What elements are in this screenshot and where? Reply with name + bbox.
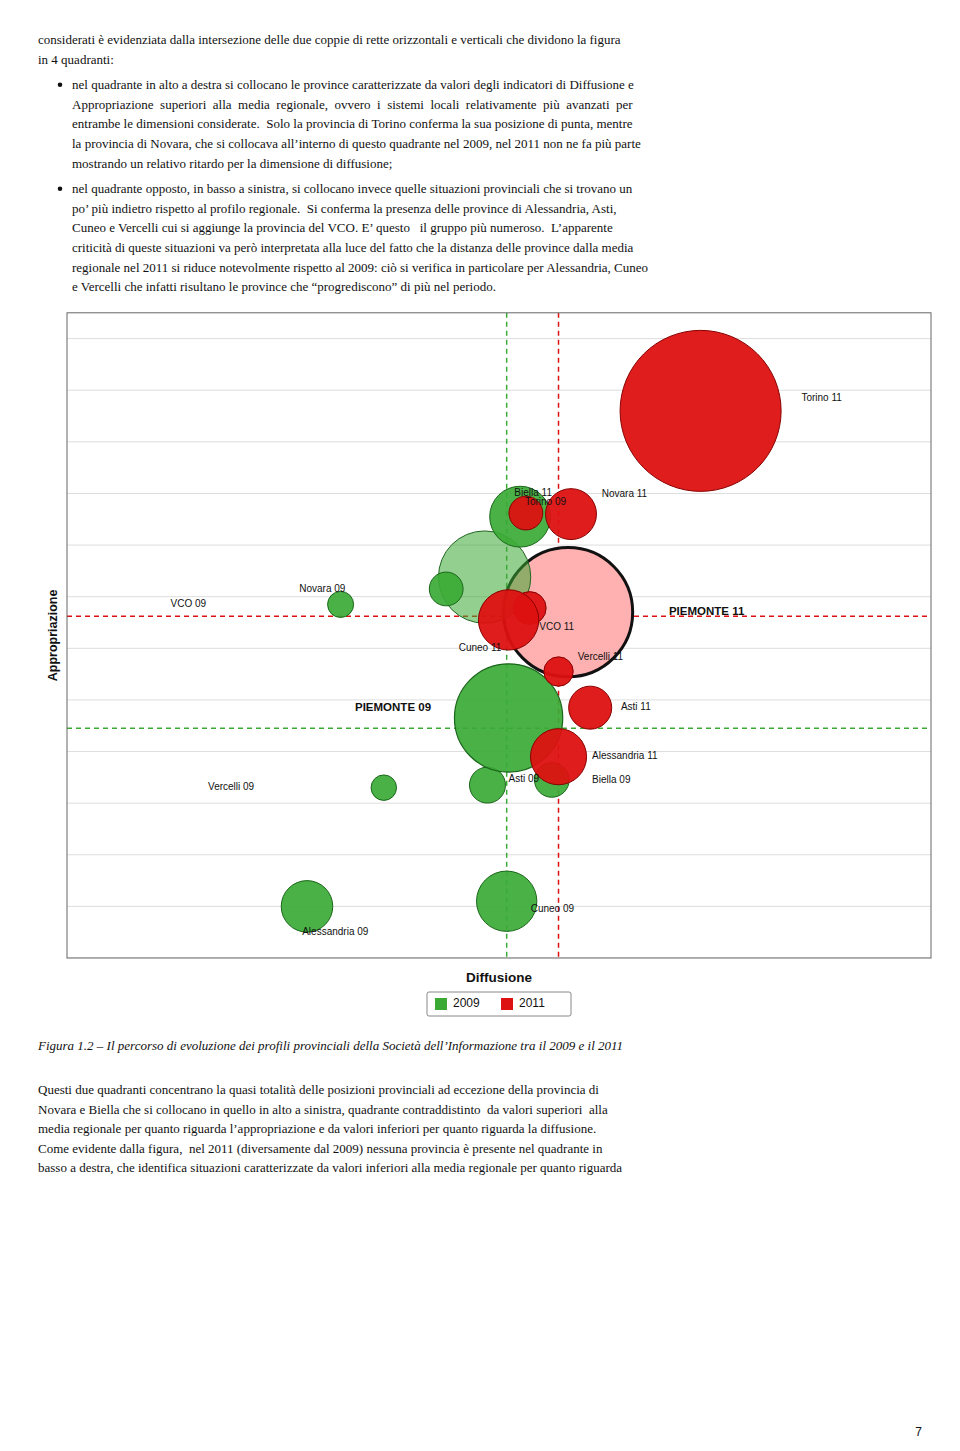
bubble-label: Alessandria 09 <box>302 926 369 937</box>
regional-label: PIEMONTE 11 <box>669 605 745 617</box>
legend-swatch <box>501 998 513 1010</box>
bubble-label: Cuneo 09 <box>531 903 575 914</box>
grid-line <box>67 854 931 855</box>
y-axis-label: Appropriazione <box>46 590 60 682</box>
bullet-text: criticità di queste situazioni va però i… <box>72 240 634 255</box>
x-axis-label: Diffusione <box>466 970 532 985</box>
grid-line <box>67 493 931 494</box>
body-text: media regionale per quanto riguarda l’ap… <box>38 1121 596 1136</box>
body-text: in 4 quadranti: <box>38 52 114 67</box>
regional-label: PIEMONTE 09 <box>355 701 431 713</box>
bubble-label: Asti 09 <box>509 773 540 784</box>
bubble-label: Novara 09 <box>299 583 346 594</box>
bullet-text: nel quadrante opposto, in basso a sinist… <box>72 181 633 196</box>
bubble-label: Vercelli 11 <box>578 651 624 662</box>
bullet-text: la provincia di Novara, che si collocava… <box>72 136 641 151</box>
body-text: Come evidente dalla figura, nel 2011 (di… <box>38 1141 603 1156</box>
bubble-label: Asti 11 <box>621 701 651 712</box>
page-number: 7 <box>915 1425 922 1439</box>
bubble-label: Alessandria 11 <box>592 750 658 761</box>
caption: Figura 1.2 – Il percorso di evoluzione d… <box>37 1038 623 1053</box>
bubble-label: Vercelli 09 <box>208 781 255 792</box>
body-text: Questi due quadranti concentrano la quas… <box>38 1082 599 1097</box>
bubble <box>429 572 463 606</box>
grid-line <box>67 441 931 442</box>
plot-area <box>67 313 931 958</box>
bubble-label: Cuneo 11 <box>459 642 502 653</box>
bubble-label: Novara 11 <box>602 488 648 499</box>
series <box>478 330 781 784</box>
bubble <box>569 686 612 729</box>
series <box>281 486 569 932</box>
plot-frame <box>67 313 931 958</box>
body-text: considerati è evidenziata dalla intersez… <box>38 32 621 47</box>
bubble <box>469 767 505 803</box>
bullet-text: e Vercelli che infatti risultano le prov… <box>72 279 496 294</box>
body-text: Novara e Biella che si collocano in quel… <box>38 1102 608 1117</box>
bullet-text: nel quadrante in alto a destra si colloc… <box>72 77 634 92</box>
bubble-label: Torino 11 <box>801 392 842 403</box>
labels: PIEMONTE 11Torino 09Novara 09VCO 09Asti … <box>171 392 843 937</box>
legend-swatch <box>435 998 447 1010</box>
bubble-label: VCO 09 <box>171 598 207 609</box>
bullet <box>58 186 63 191</box>
grid-line <box>67 390 931 391</box>
bubble <box>281 881 333 933</box>
bubble <box>620 330 781 491</box>
page: considerati è evidenziata dalla intersez… <box>0 0 960 1451</box>
bubble <box>544 657 573 686</box>
bullet-text: po’ più indietro rispetto al profilo reg… <box>72 201 617 216</box>
plot-background <box>67 313 931 958</box>
bubble <box>477 871 537 931</box>
bullet-text: entrambe le dimensioni considerate. Solo… <box>72 116 633 131</box>
bullet-text: Appropriazione superiori alla media regi… <box>72 97 633 112</box>
bullet-text: mostrando un relativo ritardo per la dim… <box>72 156 392 171</box>
bubble <box>328 591 354 617</box>
bubble <box>371 775 396 800</box>
bubble-label: VCO 11 <box>539 621 574 632</box>
grid-line <box>67 338 931 339</box>
bullet-text: Cuneo e Vercelli cui si aggiunge la prov… <box>72 220 613 235</box>
bullet-text: regionale nel 2011 si riduce notevolment… <box>72 260 648 275</box>
bullet <box>58 82 63 87</box>
legend: 2009 2011 <box>427 992 571 1016</box>
body-text: basso a destra, che identifica situazion… <box>38 1160 622 1175</box>
bubble-label: Biella 11 <box>514 487 552 498</box>
legend-box <box>427 992 571 1016</box>
legend-label: 2009 <box>453 996 480 1010</box>
legend-label: 2011 <box>519 996 545 1010</box>
bubble-label: Biella 09 <box>592 774 631 785</box>
grid-line <box>67 803 931 804</box>
